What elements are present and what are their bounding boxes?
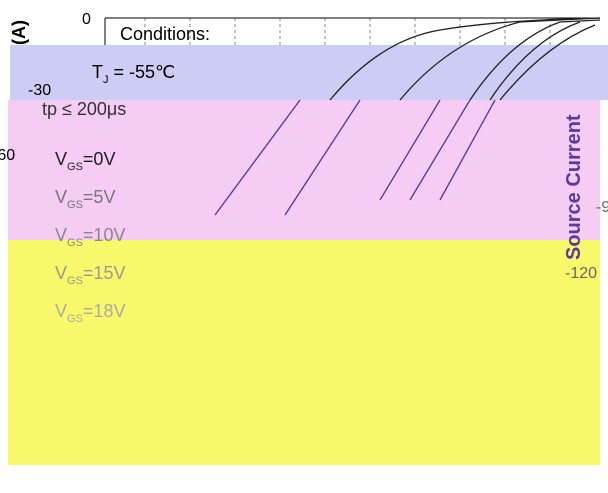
y-tick-label: -30 [28,82,51,99]
curve-label-v: V [55,263,67,283]
right-tick-label: -120 [565,265,597,282]
overlay [8,100,600,240]
curve-label-v: V [55,149,67,169]
curve-label: VGS=10V [55,225,125,249]
curve-label-sub: GS [67,161,83,173]
curve-label-rest: =0V [83,149,116,169]
curve-label-v: V [55,225,67,245]
curve-label-v: V [55,301,67,321]
right-axis-label: Source Current [563,114,585,260]
curves [214,99,496,216]
curve-label-sub: GS [67,237,83,249]
curve-label: VGS=0V [55,149,115,173]
y-tick-label: -60 [0,147,15,164]
curve-label: VGS=18V [55,301,125,325]
overlay [8,240,600,465]
curves [329,17,601,101]
conditions-tj: TJ = -55℃ [92,62,175,86]
curve-label: VGS=15V [55,263,125,287]
curve-label-sub: GS [67,313,83,325]
curve-label-rest: =5V [83,187,116,207]
tj-symbol: T [92,62,103,82]
y-axis-label: (A) [9,20,29,45]
curve-label-sub: GS [67,199,83,211]
curve-label-rest: =15V [83,263,126,283]
curve-label: VGS=5V [55,187,115,211]
tj-sub: J [103,74,109,86]
curve-label-sub: GS [67,275,83,287]
curve-label-rest: =10V [83,225,126,245]
curve-label-v: V [55,187,67,207]
y-tick-label: 0 [82,11,91,28]
conditions-title: Conditions: [120,24,210,44]
conditions-pulse: tp ≤ 200μs [42,99,126,119]
tj-value: = -55℃ [109,62,176,82]
curve-label-rest: =18V [83,301,126,321]
right-tick-label: -90 [596,199,608,216]
